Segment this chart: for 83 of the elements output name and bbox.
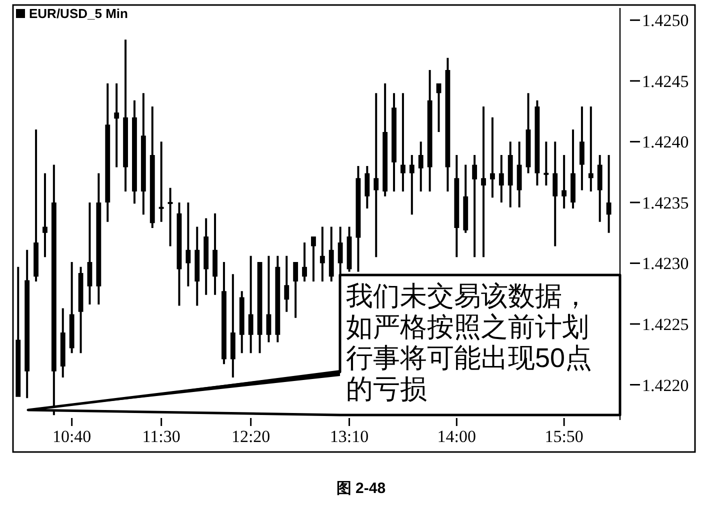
candlestick bbox=[346, 226, 352, 272]
candlestick bbox=[516, 142, 522, 208]
candlestick bbox=[490, 117, 495, 198]
candlestick bbox=[409, 155, 414, 215]
candlestick bbox=[508, 142, 513, 208]
candlestick bbox=[284, 256, 290, 312]
x-tick-label: 11:30 bbox=[142, 427, 180, 446]
y-tick-label: 1.4225 bbox=[642, 314, 689, 334]
candlestick bbox=[194, 226, 200, 306]
candlestick bbox=[114, 83, 120, 168]
candlestick bbox=[562, 155, 567, 209]
caption: 图 2-48 bbox=[336, 480, 386, 497]
candlestick bbox=[526, 93, 531, 174]
candlestick bbox=[588, 106, 594, 192]
candlestick bbox=[328, 226, 334, 282]
candlestick bbox=[570, 130, 576, 209]
candlestick bbox=[498, 155, 504, 202]
x-tick-label: 15:50 bbox=[544, 427, 584, 446]
candlestick bbox=[374, 93, 379, 258]
candlestick bbox=[400, 93, 406, 192]
candlestick bbox=[302, 242, 307, 282]
candlestick bbox=[87, 202, 92, 305]
candlestick bbox=[51, 164, 56, 416]
candlestick bbox=[338, 226, 343, 277]
candlestick bbox=[105, 83, 110, 222]
y-tick-label: 1.4230 bbox=[642, 254, 689, 274]
candlestick bbox=[392, 93, 396, 192]
y-tick-label: 1.4235 bbox=[642, 193, 689, 212]
candlestick bbox=[132, 100, 137, 204]
candlestick bbox=[534, 100, 540, 186]
candlestick bbox=[176, 202, 182, 306]
x-tick-label: 13:10 bbox=[330, 427, 369, 446]
y-tick-label: 1.4250 bbox=[642, 11, 689, 30]
x-tick-label: 10:40 bbox=[52, 427, 92, 446]
candlestick bbox=[204, 218, 209, 295]
candlestick bbox=[364, 166, 370, 209]
candlestick bbox=[445, 58, 450, 192]
candlestick bbox=[96, 173, 102, 305]
candlestick bbox=[16, 266, 21, 397]
candlestick bbox=[436, 83, 442, 132]
candlestick bbox=[311, 236, 316, 282]
candlestick bbox=[356, 166, 361, 272]
annotation: 我们未交易该数据，如严格按照之前计划行事将可能出现50点的亏损 bbox=[346, 281, 592, 404]
candlestick bbox=[293, 262, 298, 318]
y-tick-label: 1.4245 bbox=[642, 72, 689, 91]
candlestick bbox=[78, 266, 84, 354]
candlestick bbox=[222, 262, 226, 364]
candlestick bbox=[552, 142, 558, 246]
candlestick bbox=[257, 262, 262, 354]
candlestick bbox=[418, 142, 424, 192]
x-tick-label: 14:00 bbox=[437, 427, 476, 446]
candlestick bbox=[24, 250, 30, 398]
y-tick-label: 1.4240 bbox=[642, 132, 689, 152]
candlestick bbox=[140, 93, 146, 215]
candlestick bbox=[60, 308, 66, 378]
x-tick-label: 12:20 bbox=[231, 427, 270, 446]
candlestick bbox=[212, 213, 218, 295]
candlestick bbox=[168, 188, 173, 246]
candlestick bbox=[34, 130, 38, 282]
candlestick bbox=[580, 106, 584, 190]
candlestick bbox=[186, 202, 191, 286]
candlestick bbox=[275, 256, 280, 342]
candlestick bbox=[123, 40, 128, 192]
candlestick bbox=[266, 256, 272, 342]
candlestick bbox=[454, 155, 460, 258]
candlestick bbox=[472, 155, 478, 258]
candlestick bbox=[544, 142, 549, 186]
candlestick bbox=[42, 173, 48, 258]
candlestick bbox=[463, 164, 468, 233]
candlestick bbox=[597, 155, 602, 222]
y-tick-label: 1.4220 bbox=[642, 376, 689, 395]
candlestick bbox=[427, 70, 432, 192]
candlestick bbox=[606, 155, 612, 233]
candlestick bbox=[382, 83, 388, 196]
candlestick bbox=[248, 256, 254, 354]
candlestick bbox=[481, 106, 486, 258]
candlestick bbox=[239, 291, 244, 354]
candlestick bbox=[230, 274, 236, 378]
chart-title: EUR/USD_5 Min bbox=[29, 6, 128, 21]
candlestick bbox=[150, 106, 155, 228]
candlestick bbox=[69, 262, 74, 354]
candlestick bbox=[158, 142, 164, 222]
candlestick bbox=[320, 226, 325, 282]
